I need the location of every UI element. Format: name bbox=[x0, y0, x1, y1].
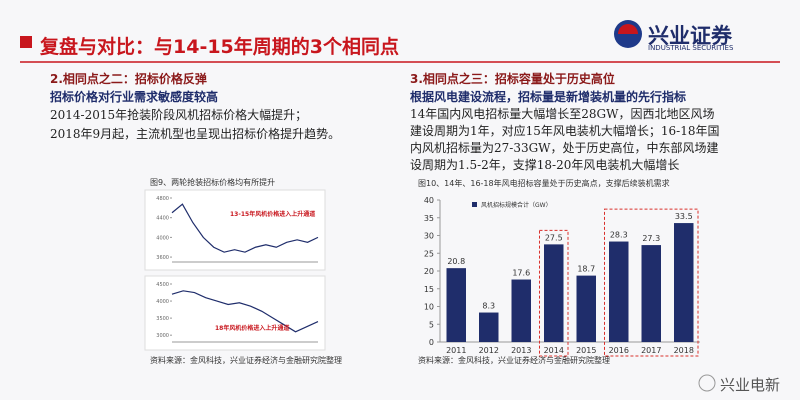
y-tick-label: 40 bbox=[424, 196, 434, 205]
y-tick-label: 3500 bbox=[156, 316, 169, 322]
section-heading: 3.相同点之三：招标容量处于历史高位 bbox=[410, 72, 615, 86]
logo-icon-part bbox=[618, 24, 638, 34]
legend-label: 风机招标规模合计（GW） bbox=[481, 201, 552, 209]
y-tick-label: 0 bbox=[429, 338, 434, 347]
title-marker bbox=[20, 36, 32, 48]
body-text: 14年国内风电招标量大幅增长至28GW，因西北地区风场 建设周期为1年，对应15年… bbox=[410, 106, 720, 174]
x-tick-label: 2011 bbox=[446, 346, 466, 355]
bar bbox=[446, 268, 466, 342]
y-tick-label: 25 bbox=[424, 249, 434, 258]
y-tick-label: 4000 bbox=[156, 299, 169, 305]
section-subheading: 根据风电建设流程，招标量是新增装机量的先行指标 bbox=[410, 90, 687, 104]
y-tick-label: 15 bbox=[424, 285, 434, 294]
logo-subtext: INDUSTRIAL SECURITIES bbox=[648, 44, 734, 52]
y-tick-label: 4000 bbox=[156, 235, 169, 241]
line bbox=[171, 203, 319, 253]
x-tick-label: 2016 bbox=[609, 346, 629, 355]
bar bbox=[544, 244, 564, 342]
value-label: 33.5 bbox=[675, 212, 693, 221]
chart-frame bbox=[144, 275, 326, 351]
highlight-box bbox=[539, 229, 569, 357]
section-heading: 2.相同点之二：招标价格反弹 bbox=[50, 72, 207, 86]
bar bbox=[479, 312, 499, 342]
line bbox=[171, 290, 319, 333]
y-tick-label: 35 bbox=[424, 214, 434, 223]
bar bbox=[674, 223, 694, 342]
body-line: 建设周期为1年，对应15年风电装机大幅增长；16-18年国 bbox=[410, 124, 720, 138]
annotation: 18年风机价格进入上升通道 bbox=[215, 324, 289, 332]
body-text: 2014-2015年抢装阶段风机招标价格大幅提升； 2018年9月起，主流机型也呈… bbox=[50, 106, 340, 144]
y-tick-label: 4800 bbox=[156, 196, 169, 202]
y-tick-label: 4500 bbox=[156, 282, 169, 288]
value-label: 20.8 bbox=[447, 257, 465, 266]
footer-brand: 兴业电新 bbox=[720, 376, 781, 394]
highlight-box bbox=[604, 208, 699, 357]
logo-text: 兴业证券 bbox=[648, 24, 732, 48]
y-tick-label: 3600 bbox=[156, 255, 169, 261]
figure-caption: 图9、两轮抢装招标价格均有所提升 bbox=[150, 178, 276, 187]
wechat-icon bbox=[698, 374, 716, 392]
y-tick-label: 4400 bbox=[156, 216, 169, 222]
x-tick-label: 2017 bbox=[641, 346, 661, 355]
body-line: 2014-2015年抢装阶段风机招标价格大幅提升； bbox=[50, 108, 308, 122]
annotation: 13-15年风机价格进入上升通道 bbox=[230, 210, 315, 218]
y-tick-label: 30 bbox=[424, 232, 434, 241]
source: 资料来源：金风科技，兴业证券经济与金融研究院整理 bbox=[418, 356, 610, 365]
y-tick-label: 20 bbox=[424, 267, 434, 276]
x-tick-label: 2014 bbox=[544, 346, 564, 355]
figure-caption: 图10、14年、16-18年风电招标容量处于历史高点，支撑后续装机需求 bbox=[418, 179, 670, 188]
chart-frame bbox=[144, 189, 326, 271]
value-label: 17.6 bbox=[512, 269, 530, 278]
legend-swatch bbox=[472, 202, 477, 207]
body-line: 14年国内风电招标量大幅增长至28GW，因西北地区风场 bbox=[410, 107, 715, 121]
slide-title: 复盘与对比：与14-15年周期的3个相同点 bbox=[40, 36, 399, 58]
y-tick-label: 5 bbox=[429, 320, 434, 329]
value-label: 27.5 bbox=[545, 233, 563, 242]
x-tick-label: 2012 bbox=[479, 346, 499, 355]
source: 资料来源：金风科技，兴业证券经济与金融研究院整理 bbox=[150, 356, 342, 365]
bar bbox=[609, 241, 629, 342]
y-tick-label: 3000 bbox=[156, 333, 169, 339]
value-label: 27.3 bbox=[642, 234, 660, 243]
y-tick-label: 10 bbox=[424, 303, 434, 312]
body-line: 设周期为1.5-2年，支撑18-20年风电装机大幅增长 bbox=[410, 158, 680, 172]
value-label: 28.3 bbox=[610, 231, 628, 240]
x-tick-label: 2013 bbox=[511, 346, 531, 355]
section-subheading: 招标价格对行业需求敏感度较高 bbox=[50, 90, 219, 104]
x-tick-label: 2015 bbox=[576, 346, 596, 355]
body-line: 内风机招标量为27-33GW，处于历史高位，中东部风场建 bbox=[410, 141, 719, 155]
value-label: 18.7 bbox=[577, 265, 595, 274]
bar bbox=[576, 275, 596, 342]
bar bbox=[511, 279, 531, 342]
bar bbox=[641, 245, 661, 342]
value-label: 8.3 bbox=[482, 302, 495, 311]
x-tick-label: 2018 bbox=[674, 346, 694, 355]
body-line: 2018年9月起，主流机型也呈现出招标价格提升趋势。 bbox=[50, 127, 341, 141]
